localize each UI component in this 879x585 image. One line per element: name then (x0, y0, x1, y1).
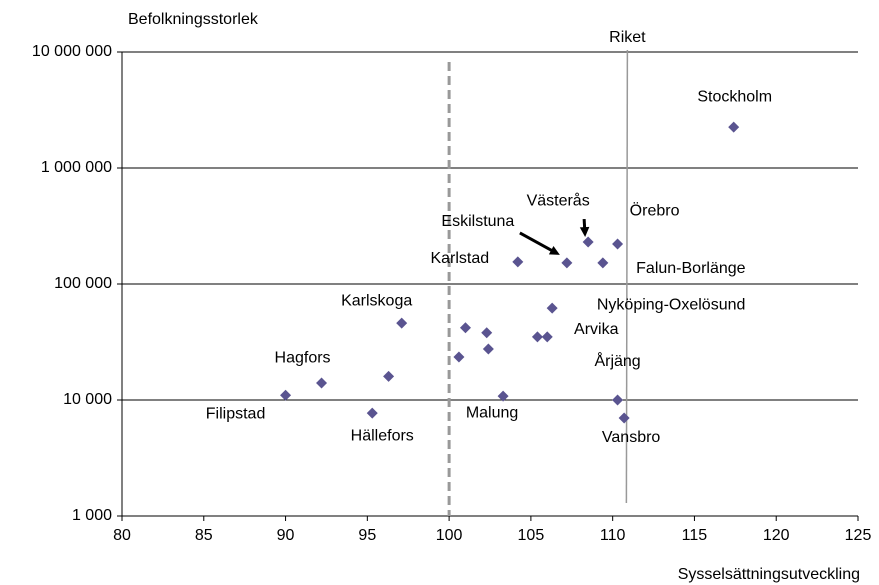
point-label: Nyköping-Oxelösund (597, 296, 746, 313)
point (618, 412, 630, 424)
point (453, 351, 465, 363)
reference-line (625, 49, 629, 504)
point-label: Malung (466, 404, 518, 421)
x-tick-label: 115 (682, 527, 708, 544)
x-tick-label: 100 (436, 527, 463, 544)
point-label: Arvika (574, 321, 619, 338)
y-tick-label: 100 000 (54, 275, 112, 292)
point (497, 390, 509, 402)
point (316, 377, 328, 389)
reference-label: Riket (609, 29, 646, 46)
point-label: Årjäng (594, 351, 640, 370)
x-tick-label: 95 (358, 527, 376, 544)
y-axis-title: Befolkningsstorlek (128, 11, 259, 28)
arrow-head (548, 245, 560, 255)
point (531, 331, 543, 343)
point-label: Stockholm (697, 88, 772, 105)
point-label: Karlskoga (341, 292, 412, 309)
point (512, 256, 524, 268)
point (612, 394, 624, 406)
point-label: Eskilstuna (441, 213, 514, 230)
point (561, 257, 573, 269)
x-tick-label: 125 (845, 527, 872, 544)
y-tick-label: 1 000 (72, 507, 112, 524)
arrow-head (579, 226, 590, 238)
point (482, 343, 494, 355)
point (366, 407, 378, 419)
x-tick-label: 120 (763, 527, 790, 544)
x-tick-label: 85 (195, 527, 213, 544)
arrow (519, 231, 556, 254)
x-tick-label: 80 (113, 527, 131, 544)
point (546, 302, 558, 314)
point-label: Vansbro (602, 429, 661, 446)
y-tick-label: 10 000 (63, 391, 112, 408)
point (728, 121, 740, 133)
x-tick-label: 105 (518, 527, 545, 544)
point (612, 238, 624, 250)
point-label: Hällefors (351, 427, 414, 444)
y-tick-label: 10 000 000 (32, 43, 112, 60)
point (481, 327, 493, 339)
point (383, 370, 395, 382)
point (396, 317, 408, 329)
point-label: Hagfors (275, 349, 331, 366)
point (582, 236, 594, 248)
point (459, 322, 471, 334)
point-label: Filipstad (206, 405, 266, 422)
point (541, 331, 553, 343)
point (597, 257, 609, 269)
y-tick-label: 1 000 000 (41, 159, 112, 176)
point (280, 389, 292, 401)
point-label: Karlstad (430, 250, 489, 267)
x-tick-label: 110 (600, 527, 626, 544)
x-tick-label: 90 (277, 527, 295, 544)
point-label: Falun-Borlänge (636, 260, 746, 277)
point-label: Örebro (630, 201, 680, 219)
point-label: Västerås (527, 191, 590, 209)
x-axis-title: Sysselsättningsutveckling (678, 566, 860, 583)
